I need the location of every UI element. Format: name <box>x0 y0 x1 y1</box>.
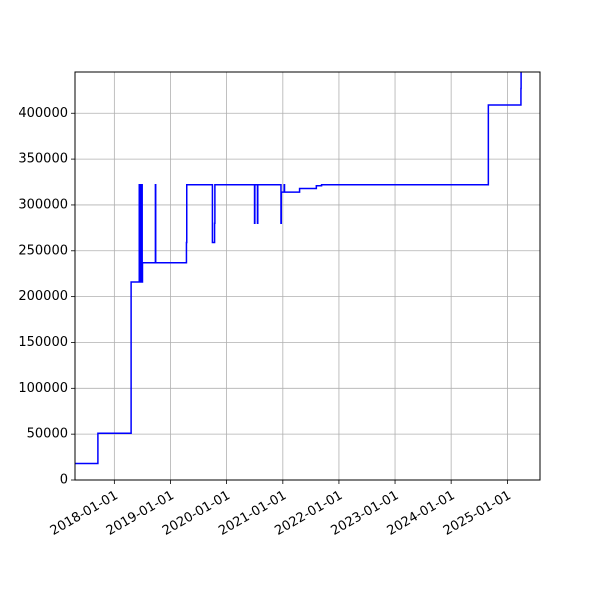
y-tick-label: 350000 <box>18 152 68 167</box>
y-tick-label: 400000 <box>18 106 68 121</box>
series-layer <box>75 72 522 465</box>
y-tick-label: 50000 <box>27 427 68 442</box>
series-line <box>75 72 522 465</box>
plot-frame <box>74 71 541 481</box>
y-tick-label: 250000 <box>18 243 68 258</box>
y-tick-label: 200000 <box>18 289 68 304</box>
y-axis: 0 50000 100000 150000 200000 250000 300000 3500… <box>18 106 75 488</box>
y-tick-label: 0 <box>60 473 68 488</box>
y-tick-label: 300000 <box>18 197 68 212</box>
y-tick-label: 150000 <box>18 335 68 350</box>
y-tick-label: 100000 <box>18 381 68 396</box>
plot-area <box>75 72 540 480</box>
